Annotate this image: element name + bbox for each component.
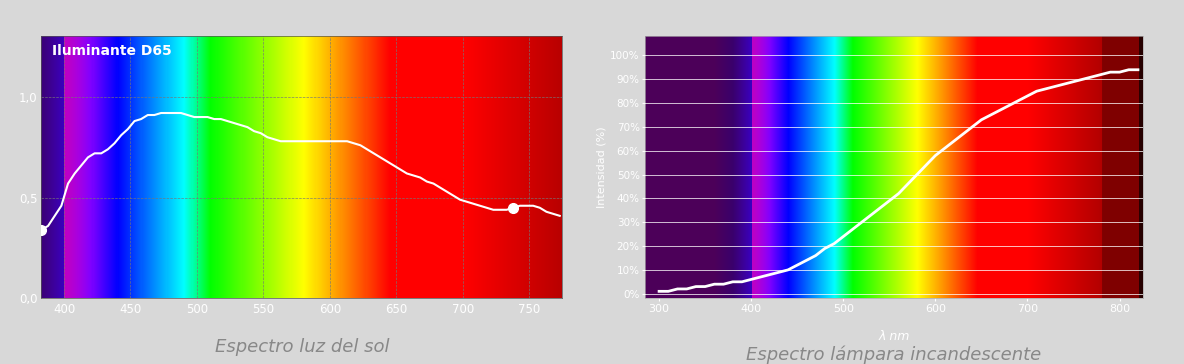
Text: λ nm: λ nm [879, 330, 909, 343]
Text: Espectro luz del sol: Espectro luz del sol [214, 338, 390, 356]
Text: Espectro lámpara incandescente: Espectro lámpara incandescente [746, 346, 1042, 364]
Text: Iluminante D65: Iluminante D65 [52, 44, 172, 58]
Y-axis label: Intensidad (%): Intensidad (%) [596, 127, 606, 208]
